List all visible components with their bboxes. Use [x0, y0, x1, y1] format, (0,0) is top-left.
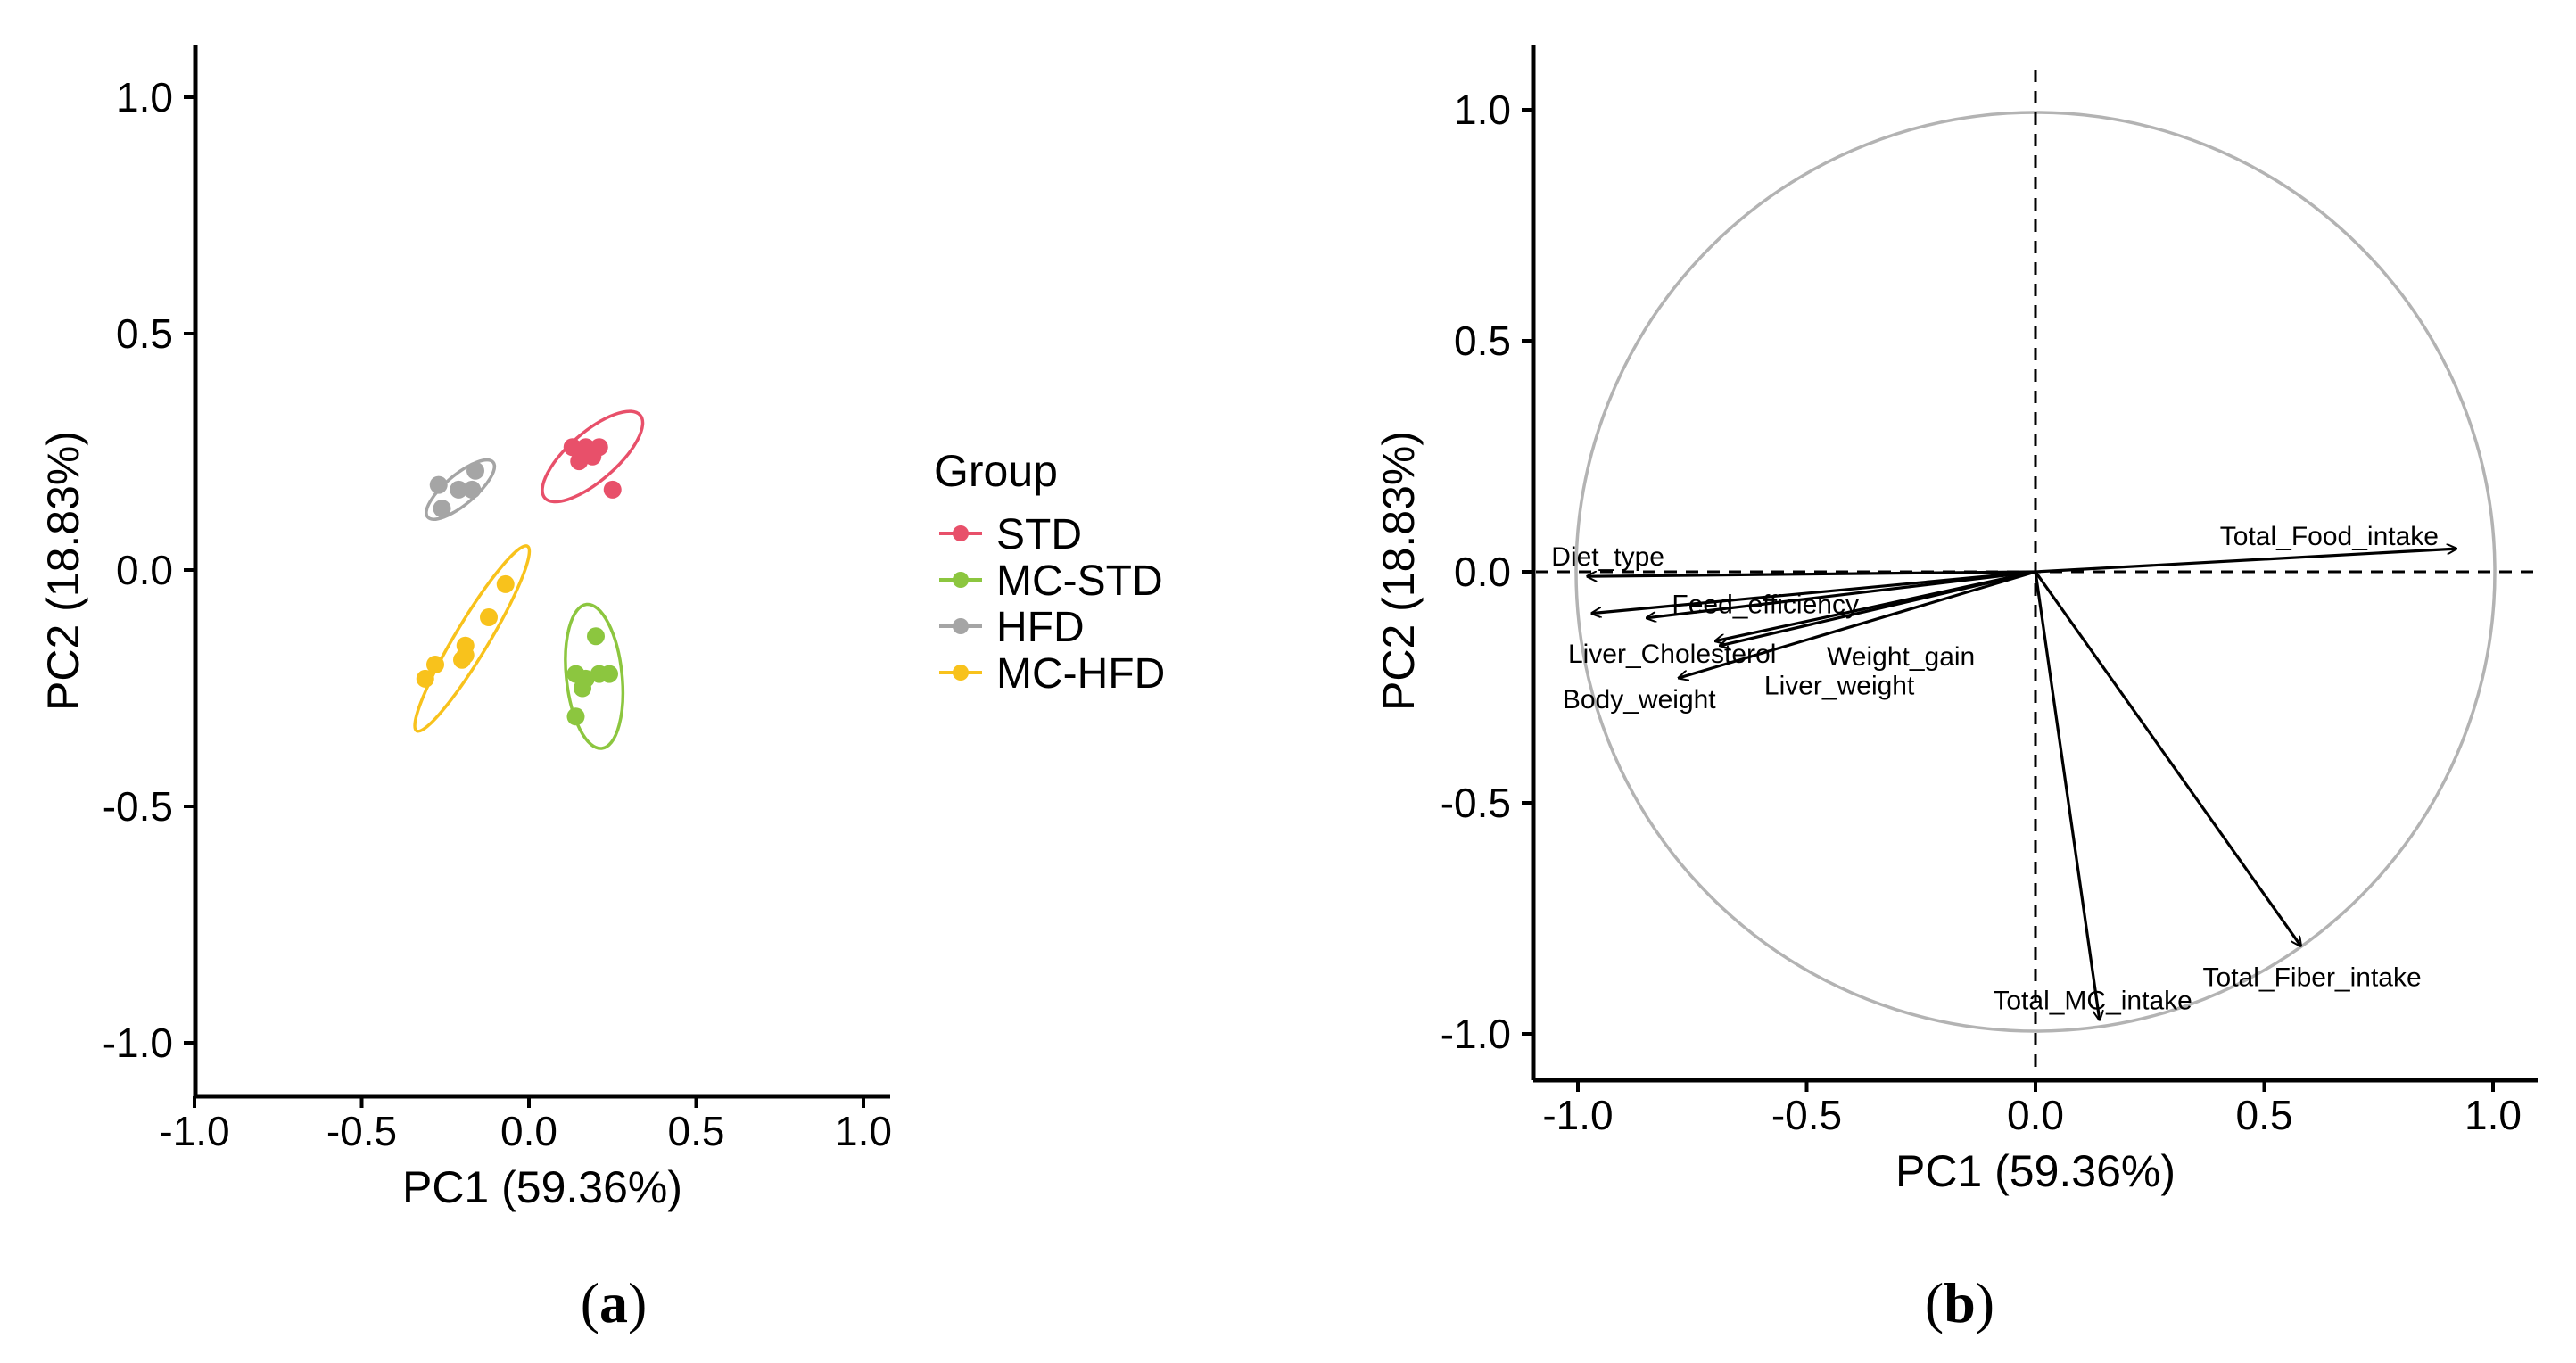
y-tick-label: 0.5: [116, 310, 173, 357]
panel-b-biplot: Diet_type Feed_efficiency Liver_Cholestero…: [1374, 45, 2538, 1334]
y-tick-label-b: -1.0: [1441, 1011, 1511, 1057]
y-tick-label: -1.0: [103, 1020, 173, 1066]
vector-label-body-weight: Body_weight: [1563, 685, 1716, 715]
vector-label-feed-efficiency: Feed_efficiency: [1672, 591, 1859, 620]
x-tick-label: 0.5: [668, 1108, 725, 1154]
ellipse-std: [541, 409, 645, 504]
y-tick-label-b: 0.0: [1454, 549, 1511, 595]
point-hfd: [450, 480, 468, 499]
legend-item-mc-hfd: MC-HFD: [939, 650, 1165, 698]
legend-label-mc-hfd: MC-HFD: [996, 650, 1165, 698]
panel-a-scatter: -1.0 -0.5 0.0 0.5 1.0 -1.0 -0.5 0.0 0.5 1.0 PC1 …: [38, 45, 1165, 1334]
legend-item-std: STD: [939, 511, 1082, 558]
y-tick-label-b: 0.5: [1454, 318, 1511, 364]
point-mc-hfd: [480, 608, 498, 626]
vector-feed-efficiency: [1591, 570, 2036, 614]
point-mc-hfd: [496, 574, 515, 593]
vector-total-fiber-intake: [2034, 571, 2301, 946]
ellipse-hfd: [425, 458, 497, 521]
point-mc-std: [574, 679, 591, 698]
vector-label-total-fiber-intake: Total_Fiber_intake: [2203, 963, 2422, 993]
x-tick-label-b: 1.0: [2465, 1092, 2522, 1138]
y-axis-title: PC2 (18.83%): [38, 431, 88, 711]
vector-liver-weight: [1715, 570, 2036, 641]
vector-label-diet-type: Diet_type: [1551, 542, 1664, 572]
y-axis-title-b: PC2 (18.83%): [1374, 431, 1424, 711]
point-hfd: [429, 475, 448, 494]
legend-label-mc-std: MC-STD: [996, 558, 1163, 605]
x-tick-label: 0.0: [500, 1108, 557, 1154]
point-mc-hfd: [426, 656, 444, 673]
vector-body-weight: [1679, 570, 2036, 678]
y-ticks: -1.0 -0.5 0.0 0.5 1.0: [103, 74, 195, 1066]
x-tick-label-b: 0.5: [2236, 1092, 2293, 1138]
legend-item-mc-std: MC-STD: [939, 558, 1163, 605]
y-tick-label-b: -0.5: [1441, 780, 1511, 826]
y-tick-label: 1.0: [116, 74, 173, 120]
point-mc-std: [600, 665, 618, 683]
point-mc-std: [566, 707, 585, 726]
loading-vectors: [1587, 549, 2456, 1020]
panel-label-a: (a): [581, 1271, 648, 1334]
point-std: [603, 480, 622, 499]
y-tick-label: -0.5: [103, 783, 173, 830]
panel-letter-b: b: [1944, 1271, 1976, 1334]
x-tick-label: -1.0: [159, 1108, 229, 1154]
vector-label-weight-gain: Weight_gain: [1827, 642, 1975, 672]
point-std: [563, 438, 582, 457]
x-tick-label: 1.0: [835, 1108, 892, 1154]
legend-label-std: STD: [996, 511, 1082, 558]
x-tick-label: -0.5: [326, 1108, 397, 1154]
y-ticks-b: -1.0 -0.5 0.0 0.5 1.0: [1441, 87, 1533, 1057]
ellipse-mc-hfd: [413, 544, 532, 733]
x-ticks: -1.0 -0.5 0.0 0.5 1.0: [159, 1096, 892, 1154]
loading-labels: Diet_type Feed_efficiency Liver_Cholestero…: [1551, 522, 2439, 1015]
x-tick-label-b: -1.0: [1542, 1092, 1613, 1138]
point-std: [580, 442, 599, 461]
group-points: [416, 438, 622, 726]
panel-letter-a: a: [599, 1271, 628, 1334]
vector-liver-cholesterol: [1647, 570, 2036, 618]
legend-dot-hfd: [953, 618, 969, 634]
group-ellipses: [413, 409, 645, 750]
vector-total-mc-intake: [2034, 571, 2100, 1020]
point-hfd: [433, 500, 451, 518]
y-tick-label-b: 1.0: [1454, 87, 1511, 133]
vector-diet-type: [1587, 570, 2036, 576]
ellipse-mc-std: [564, 602, 625, 750]
legend: Group STD MC-STD HFD MC-HFD: [934, 446, 1165, 698]
point-mc-hfd: [456, 646, 475, 665]
x-tick-label-b: 0.0: [2007, 1092, 2064, 1138]
point-hfd: [466, 461, 484, 480]
vector-total-food-intake: [2035, 549, 2456, 574]
point-hfd: [463, 480, 482, 499]
legend-label-hfd: HFD: [996, 604, 1085, 651]
legend-title: Group: [934, 446, 1058, 496]
vector-label-total-food-intake: Total_Food_intake: [2220, 522, 2439, 551]
legend-item-hfd: HFD: [939, 604, 1085, 651]
vector-label-liver-weight: Liver_weight: [1764, 672, 1915, 701]
point-mc-hfd: [416, 669, 434, 688]
point-mc-std: [587, 627, 605, 646]
legend-dot-std: [953, 525, 969, 541]
x-axis-title-b: PC1 (59.36%): [1895, 1146, 2176, 1196]
x-tick-label-b: -0.5: [1771, 1092, 1842, 1138]
vector-label-liver-cholesterol: Liver_Cholesterol: [1568, 640, 1776, 669]
legend-dot-mc-hfd: [953, 665, 969, 681]
y-tick-label: 0.0: [116, 547, 173, 593]
x-ticks-b: -1.0 -0.5 0.0 0.5 1.0: [1542, 1080, 2522, 1138]
legend-dot-mc-std: [953, 572, 969, 588]
x-axis-title: PC1 (59.36%): [402, 1162, 682, 1212]
panel-label-b: (b): [1925, 1271, 1994, 1334]
vector-label-total-mc-intake: Total_MC_intake: [1993, 986, 2192, 1015]
